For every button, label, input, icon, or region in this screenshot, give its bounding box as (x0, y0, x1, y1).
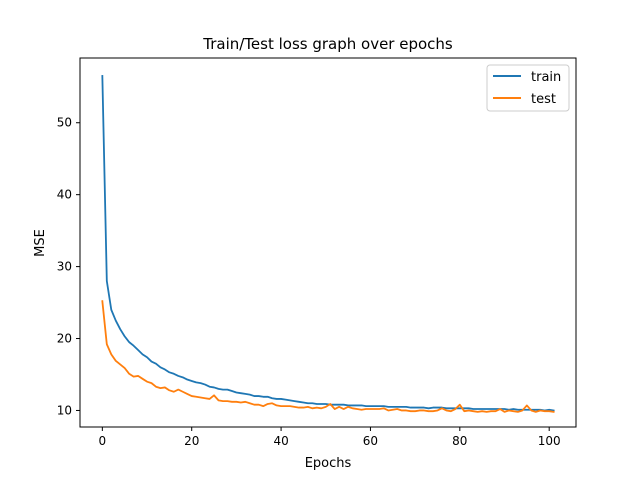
ticks-layer: 0 20 40 60 80 100 10 20 30 40 50 (57, 116, 561, 448)
y-tick-label: 40 (57, 188, 72, 202)
legend-label-train: train (531, 70, 561, 85)
x-tick-label: 40 (273, 434, 288, 448)
x-axis-label: Epochs (305, 456, 352, 471)
series-layer (101, 75, 555, 413)
legend: train test (486, 64, 570, 112)
x-tick-label: 100 (538, 434, 561, 448)
x-tick-label: 0 (99, 434, 107, 448)
axes-frame (79, 57, 577, 428)
x-tick-label: 20 (184, 434, 199, 448)
chart-title: Train/Test loss graph over epochs (202, 35, 453, 53)
x-tick-label: 80 (452, 434, 467, 448)
y-tick-label: 20 (57, 332, 72, 346)
y-tick-label: 50 (57, 116, 72, 130)
legend-label-test: test (531, 92, 556, 107)
y-tick-label: 30 (57, 260, 72, 274)
series-line-test (101, 300, 555, 413)
y-tick-label: 10 (57, 403, 72, 417)
series-line-train (101, 75, 555, 412)
x-tick-label: 60 (363, 434, 378, 448)
plot-area (79, 57, 577, 428)
y-axis-label: MSE (33, 229, 48, 257)
